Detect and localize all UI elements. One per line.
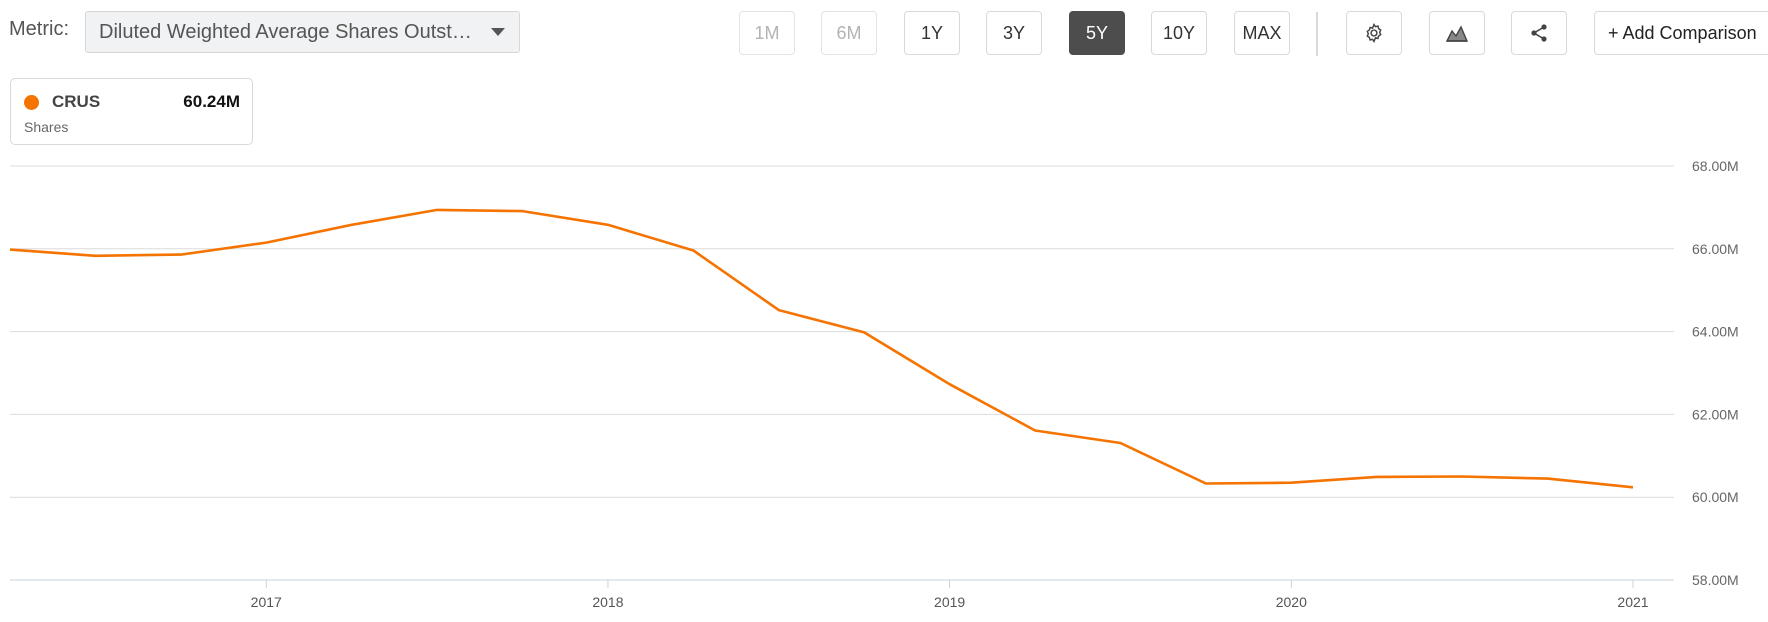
gear-icon xyxy=(1366,23,1382,43)
data-point[interactable] xyxy=(687,244,699,256)
data-point[interactable] xyxy=(1627,481,1639,493)
settings-button[interactable] xyxy=(1346,11,1402,55)
data-point[interactable] xyxy=(773,304,785,316)
toolbar-divider xyxy=(1316,12,1318,56)
y-tick-label: 58.00M xyxy=(1692,572,1739,588)
chart-type-button[interactable] xyxy=(1429,11,1485,55)
range-button-3y[interactable]: 3Y xyxy=(986,11,1042,55)
y-axis-labels: 58.00M 60.00M 62.00M 64.00M 66.00M 68.00M xyxy=(1692,158,1739,588)
x-axis-ticks: 2017 2018 2019 2020 2021 xyxy=(251,580,1649,610)
add-comparison-button[interactable]: + Add Comparison xyxy=(1594,11,1768,55)
data-point[interactable] xyxy=(4,244,16,256)
x-tick-label: 2021 xyxy=(1617,594,1648,610)
data-point[interactable] xyxy=(175,249,187,261)
data-point[interactable] xyxy=(1542,473,1554,485)
data-point[interactable] xyxy=(1029,425,1041,437)
range-button-6m[interactable]: 6M xyxy=(821,11,877,55)
data-point[interactable] xyxy=(1114,437,1126,449)
range-button-1m[interactable]: 1M xyxy=(739,11,795,55)
x-tick-label: 2020 xyxy=(1276,594,1307,610)
data-point[interactable] xyxy=(944,378,956,390)
y-tick-label: 62.00M xyxy=(1692,406,1739,422)
series-layer xyxy=(4,204,1639,493)
grid-lines xyxy=(10,165,1674,581)
x-tick-label: 2018 xyxy=(592,594,623,610)
data-point[interactable] xyxy=(260,237,272,249)
data-point[interactable] xyxy=(431,204,443,216)
metric-dropdown-value: Diluted Weighted Average Shares Outstand… xyxy=(99,20,479,43)
y-tick-label: 60.00M xyxy=(1692,489,1739,505)
y-tick-label: 66.00M xyxy=(1692,241,1739,257)
data-point[interactable] xyxy=(1371,471,1383,483)
data-point[interactable] xyxy=(1456,471,1468,483)
range-button-max[interactable]: MAX xyxy=(1234,11,1290,55)
metric-dropdown[interactable]: Diluted Weighted Average Shares Outstand… xyxy=(85,11,520,53)
chevron-down-icon xyxy=(491,28,505,36)
y-tick-label: 68.00M xyxy=(1692,158,1739,174)
x-tick-label: 2017 xyxy=(251,594,282,610)
series-line-crus xyxy=(9,208,1634,489)
area-chart-icon xyxy=(1445,25,1469,42)
legend-ticker: CRUS xyxy=(52,92,101,111)
data-point[interactable] xyxy=(517,205,529,217)
legend-color-dot xyxy=(24,95,39,110)
range-button-10y[interactable]: 10Y xyxy=(1151,11,1207,55)
data-point[interactable] xyxy=(346,219,358,231)
share-button[interactable] xyxy=(1511,11,1567,55)
data-point[interactable] xyxy=(602,219,614,231)
data-point[interactable] xyxy=(858,326,870,338)
data-point[interactable] xyxy=(1285,477,1297,489)
share-icon xyxy=(1531,24,1547,42)
y-tick-label: 64.00M xyxy=(1692,324,1739,340)
legend-unit: Shares xyxy=(24,119,69,135)
range-button-1y[interactable]: 1Y xyxy=(904,11,960,55)
metric-label: Metric: xyxy=(9,18,69,40)
legend-value: 60.24M xyxy=(183,92,240,111)
shares-line-chart: 58.00M 60.00M 62.00M 64.00M 66.00M 68.00M 201… xyxy=(4,158,1739,610)
x-tick-label: 2019 xyxy=(934,594,965,610)
range-button-5y[interactable]: 5Y xyxy=(1069,11,1125,55)
legend-card: CRUS 60.24M Shares xyxy=(10,78,253,145)
data-point[interactable] xyxy=(1200,478,1212,490)
data-point[interactable] xyxy=(89,250,101,262)
